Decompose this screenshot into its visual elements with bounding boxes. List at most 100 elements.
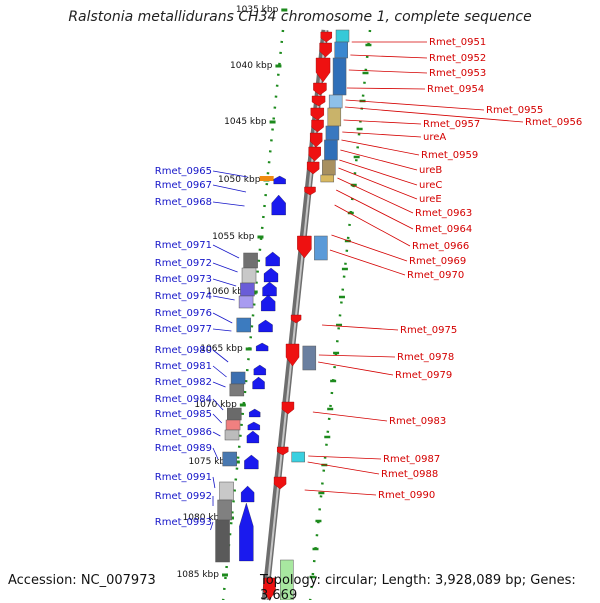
feature-box-forward-strand xyxy=(231,372,245,384)
leader-line-reverse xyxy=(349,70,427,73)
leader-line-forward xyxy=(213,202,245,206)
gene-label-reverse: Rmet_0969 xyxy=(409,256,466,267)
leader-line-reverse xyxy=(313,412,387,421)
gene-label-reverse: Rmet_0953 xyxy=(429,68,486,79)
gene-labels: Rmet_0965Rmet_0967Rmet_0968Rmet_0971Rmet… xyxy=(155,37,582,528)
gene-label-reverse: Rmet_0956 xyxy=(525,117,582,128)
gene-label-forward: Rmet_0992 xyxy=(155,491,212,502)
feature-box-forward-strand xyxy=(242,268,256,283)
leader-line-reverse xyxy=(347,88,425,89)
feature-box-reverse-strand xyxy=(292,452,305,462)
feature-box-forward-strand xyxy=(220,482,234,500)
gene-arrow-forward xyxy=(259,320,273,332)
gene-label-forward: Rmet_0977 xyxy=(155,324,212,335)
kbp-tick-label: 1035 kbp xyxy=(236,5,279,15)
gene-label-forward: Rmet_0980 xyxy=(155,345,212,356)
gene-label-reverse: Rmet_0955 xyxy=(486,105,543,116)
gene-arrow-forward xyxy=(264,268,278,282)
leader-line-reverse xyxy=(331,235,407,261)
gene-label-forward: Rmet_0989 xyxy=(155,443,212,454)
gene-label-reverse: ureC xyxy=(419,180,442,191)
gene-label-reverse: Rmet_0963 xyxy=(415,208,472,219)
gene-arrow-forward xyxy=(248,422,260,430)
gene-label-reverse: ureE xyxy=(419,194,442,205)
feature-box-reverse-strand xyxy=(324,140,337,160)
gene-label-reverse: Rmet_0952 xyxy=(429,53,486,64)
gene-arrow-forward xyxy=(254,365,266,375)
feature-box-forward-strand xyxy=(230,384,244,396)
gene-arrow-forward xyxy=(274,176,286,184)
leader-line-reverse xyxy=(350,55,427,58)
gene-label-reverse: Rmet_0951 xyxy=(429,37,486,48)
leader-line-reverse xyxy=(342,132,421,137)
gene-label-reverse: Rmet_0988 xyxy=(381,469,438,480)
kbp-tick-label: 1050 kbp xyxy=(218,175,261,185)
leader-line-reverse xyxy=(305,490,376,495)
feature-box-reverse-strand xyxy=(321,175,334,182)
gene-label-forward: Rmet_0981 xyxy=(155,361,212,372)
leader-line-reverse xyxy=(341,140,419,155)
leader-line-forward xyxy=(213,263,238,272)
feature-bars xyxy=(216,30,349,600)
gene-arrow-forward xyxy=(263,282,277,296)
feature-box-forward-strand xyxy=(240,283,254,296)
feature-box-reverse-strand xyxy=(322,160,335,175)
gene-arrow-forward xyxy=(247,431,259,443)
feature-box-forward-strand xyxy=(237,318,251,332)
kbp-tick-label: 1085 kbp xyxy=(177,570,220,580)
leader-line-reverse xyxy=(308,462,379,474)
feature-box-forward-strand xyxy=(227,408,241,420)
gene-label-forward: Rmet_0991 xyxy=(155,472,212,483)
gene-arrow-forward xyxy=(249,409,260,417)
gene-label-forward: Rmet_0974 xyxy=(155,291,212,302)
leader-line-forward xyxy=(213,414,222,423)
leader-line-reverse xyxy=(322,325,398,330)
feature-box-reverse-strand xyxy=(303,346,316,370)
gene-arrow-forward xyxy=(256,343,268,351)
feature-box-reverse-strand xyxy=(329,95,342,108)
gene-arrow-forward xyxy=(261,295,275,311)
leader-line-forward xyxy=(213,432,220,436)
feature-box-reverse-strand xyxy=(336,30,349,42)
gene-label-reverse: ureB xyxy=(419,165,442,176)
kbp-tick-label: 1055 kbp xyxy=(212,232,255,242)
gene-label-reverse: Rmet_0987 xyxy=(383,454,440,465)
gene-label-reverse: Rmet_0954 xyxy=(427,84,484,95)
gene-label-forward: Rmet_0973 xyxy=(155,274,212,285)
feature-box-reverse-strand xyxy=(335,42,348,58)
feature-box-forward-strand xyxy=(239,296,253,308)
gene-label-forward: Rmet_0976 xyxy=(155,308,212,319)
gene-label-reverse: Rmet_0978 xyxy=(397,352,454,363)
accession-text: Accession: NC_007973 xyxy=(8,573,156,588)
gene-arrow-forward xyxy=(266,252,280,266)
feature-box-reverse-strand xyxy=(314,236,327,260)
leader-line-reverse xyxy=(337,178,413,213)
gene-arrow-forward xyxy=(244,455,258,469)
gene-arrow-forward xyxy=(239,503,253,561)
leader-line-reverse xyxy=(336,190,413,229)
feature-box-forward-strand xyxy=(225,430,239,440)
feature-box-forward-strand xyxy=(218,500,232,520)
topology-summary: Topology: circular; Length: 3,928,089 bp… xyxy=(260,573,600,603)
kbp-tick-label: 1045 kbp xyxy=(224,117,267,127)
gene-label-reverse: Rmet_0990 xyxy=(378,490,435,501)
leader-line-reverse xyxy=(344,120,421,124)
leader-line-forward xyxy=(213,477,215,488)
gene-label-forward: Rmet_0968 xyxy=(155,197,212,208)
gene-label-forward: Rmet_0993 xyxy=(155,517,212,528)
leader-line-forward xyxy=(213,329,231,331)
feature-box-forward-strand xyxy=(226,420,240,430)
feature-box-forward-strand xyxy=(244,253,258,268)
gene-label-forward: Rmet_0984 xyxy=(155,394,212,405)
gene-label-reverse: Rmet_0983 xyxy=(389,416,446,427)
gene-label-reverse: Rmet_0964 xyxy=(415,224,472,235)
feature-box-reverse-strand xyxy=(328,108,341,126)
leader-line-reverse xyxy=(308,456,381,459)
leader-line-forward xyxy=(213,245,239,258)
gene-arrow-forward xyxy=(253,377,265,389)
gene-label-reverse: Rmet_0957 xyxy=(423,119,480,130)
leader-line-forward xyxy=(213,185,246,192)
leader-line-reverse xyxy=(318,362,393,375)
